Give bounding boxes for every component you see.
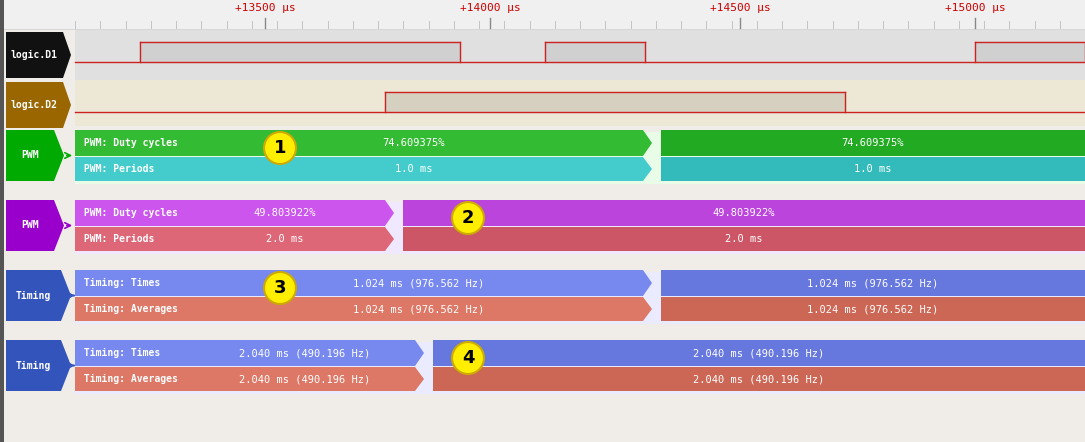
- Text: 74.609375%: 74.609375%: [842, 138, 904, 148]
- Text: 1.0 ms: 1.0 ms: [854, 164, 892, 174]
- Bar: [0, 0, 1085, 30]
- Text: 2.040 ms (490.196 Hz): 2.040 ms (490.196 Hz): [240, 348, 371, 358]
- Polygon shape: [75, 157, 652, 181]
- Bar: [75, 126, 1085, 132]
- Polygon shape: [7, 130, 64, 181]
- Text: 2: 2: [462, 209, 474, 227]
- Polygon shape: [7, 32, 71, 78]
- Polygon shape: [433, 367, 1085, 391]
- Bar: [75, 336, 1085, 342]
- Text: 3: 3: [273, 279, 286, 297]
- Text: 1.024 ms (976.562 Hz): 1.024 ms (976.562 Hz): [807, 278, 939, 288]
- Text: logic.D2: logic.D2: [11, 100, 58, 110]
- Polygon shape: [433, 340, 1085, 366]
- Text: 49.803922%: 49.803922%: [713, 208, 776, 218]
- Text: 1.024 ms (976.562 Hz): 1.024 ms (976.562 Hz): [354, 278, 485, 288]
- Text: Timing: Timing: [16, 361, 51, 370]
- Bar: [75, 408, 1085, 414]
- Text: +14500 μs: +14500 μs: [710, 3, 770, 13]
- Polygon shape: [75, 130, 652, 156]
- Bar: [75, 30, 1085, 80]
- Polygon shape: [7, 200, 64, 251]
- Text: +13500 μs: +13500 μs: [234, 3, 295, 13]
- Text: 4: 4: [462, 349, 474, 367]
- Text: 2.0 ms: 2.0 ms: [725, 234, 763, 244]
- Text: 1: 1: [273, 139, 286, 157]
- Text: 1.024 ms (976.562 Hz): 1.024 ms (976.562 Hz): [807, 304, 939, 314]
- Text: PWM: Duty cycles: PWM: Duty cycles: [78, 138, 178, 148]
- Text: Timing: Times: Timing: Times: [78, 348, 161, 358]
- Bar: [0, 0, 4, 442]
- Bar: [75, 197, 1085, 254]
- Text: 2.040 ms (490.196 Hz): 2.040 ms (490.196 Hz): [240, 374, 371, 384]
- Polygon shape: [7, 340, 71, 391]
- Text: 1.024 ms (976.562 Hz): 1.024 ms (976.562 Hz): [354, 304, 485, 314]
- Polygon shape: [75, 270, 652, 296]
- Text: Timing: Timing: [16, 290, 51, 301]
- Circle shape: [264, 272, 296, 304]
- Bar: [75, 266, 1085, 272]
- Bar: [75, 80, 1085, 130]
- Text: Timing: Averages: Timing: Averages: [78, 304, 178, 314]
- Text: Timing: Averages: Timing: Averages: [78, 374, 178, 384]
- Polygon shape: [7, 82, 71, 128]
- Text: PWM: Periods: PWM: Periods: [78, 164, 154, 174]
- Bar: [75, 267, 1085, 324]
- Polygon shape: [75, 297, 652, 321]
- Polygon shape: [661, 157, 1085, 181]
- Text: 2.0 ms: 2.0 ms: [266, 234, 304, 244]
- Polygon shape: [403, 200, 1085, 226]
- Polygon shape: [403, 227, 1085, 251]
- Text: PWM: PWM: [22, 150, 39, 160]
- Text: 49.803922%: 49.803922%: [254, 208, 316, 218]
- Polygon shape: [75, 227, 394, 251]
- Text: PWM: PWM: [22, 221, 39, 230]
- Text: 2.040 ms (490.196 Hz): 2.040 ms (490.196 Hz): [693, 348, 825, 358]
- Circle shape: [452, 202, 484, 234]
- Text: logic.D1: logic.D1: [11, 50, 58, 60]
- Polygon shape: [661, 270, 1085, 296]
- Text: PWM: Duty cycles: PWM: Duty cycles: [78, 208, 178, 218]
- Text: +14000 μs: +14000 μs: [460, 3, 521, 13]
- Polygon shape: [75, 340, 424, 366]
- Polygon shape: [661, 130, 1085, 156]
- Text: 1.0 ms: 1.0 ms: [395, 164, 433, 174]
- Text: Timing: Times: Timing: Times: [78, 278, 161, 288]
- Text: 74.609375%: 74.609375%: [383, 138, 445, 148]
- Text: PWM: Periods: PWM: Periods: [78, 234, 154, 244]
- Circle shape: [452, 342, 484, 374]
- Bar: [75, 337, 1085, 394]
- Circle shape: [264, 132, 296, 164]
- Text: +15000 μs: +15000 μs: [945, 3, 1006, 13]
- Polygon shape: [75, 367, 424, 391]
- Polygon shape: [75, 200, 394, 226]
- Polygon shape: [7, 270, 71, 321]
- Bar: [75, 196, 1085, 202]
- Text: 2.040 ms (490.196 Hz): 2.040 ms (490.196 Hz): [693, 374, 825, 384]
- Bar: [75, 127, 1085, 184]
- Polygon shape: [661, 297, 1085, 321]
